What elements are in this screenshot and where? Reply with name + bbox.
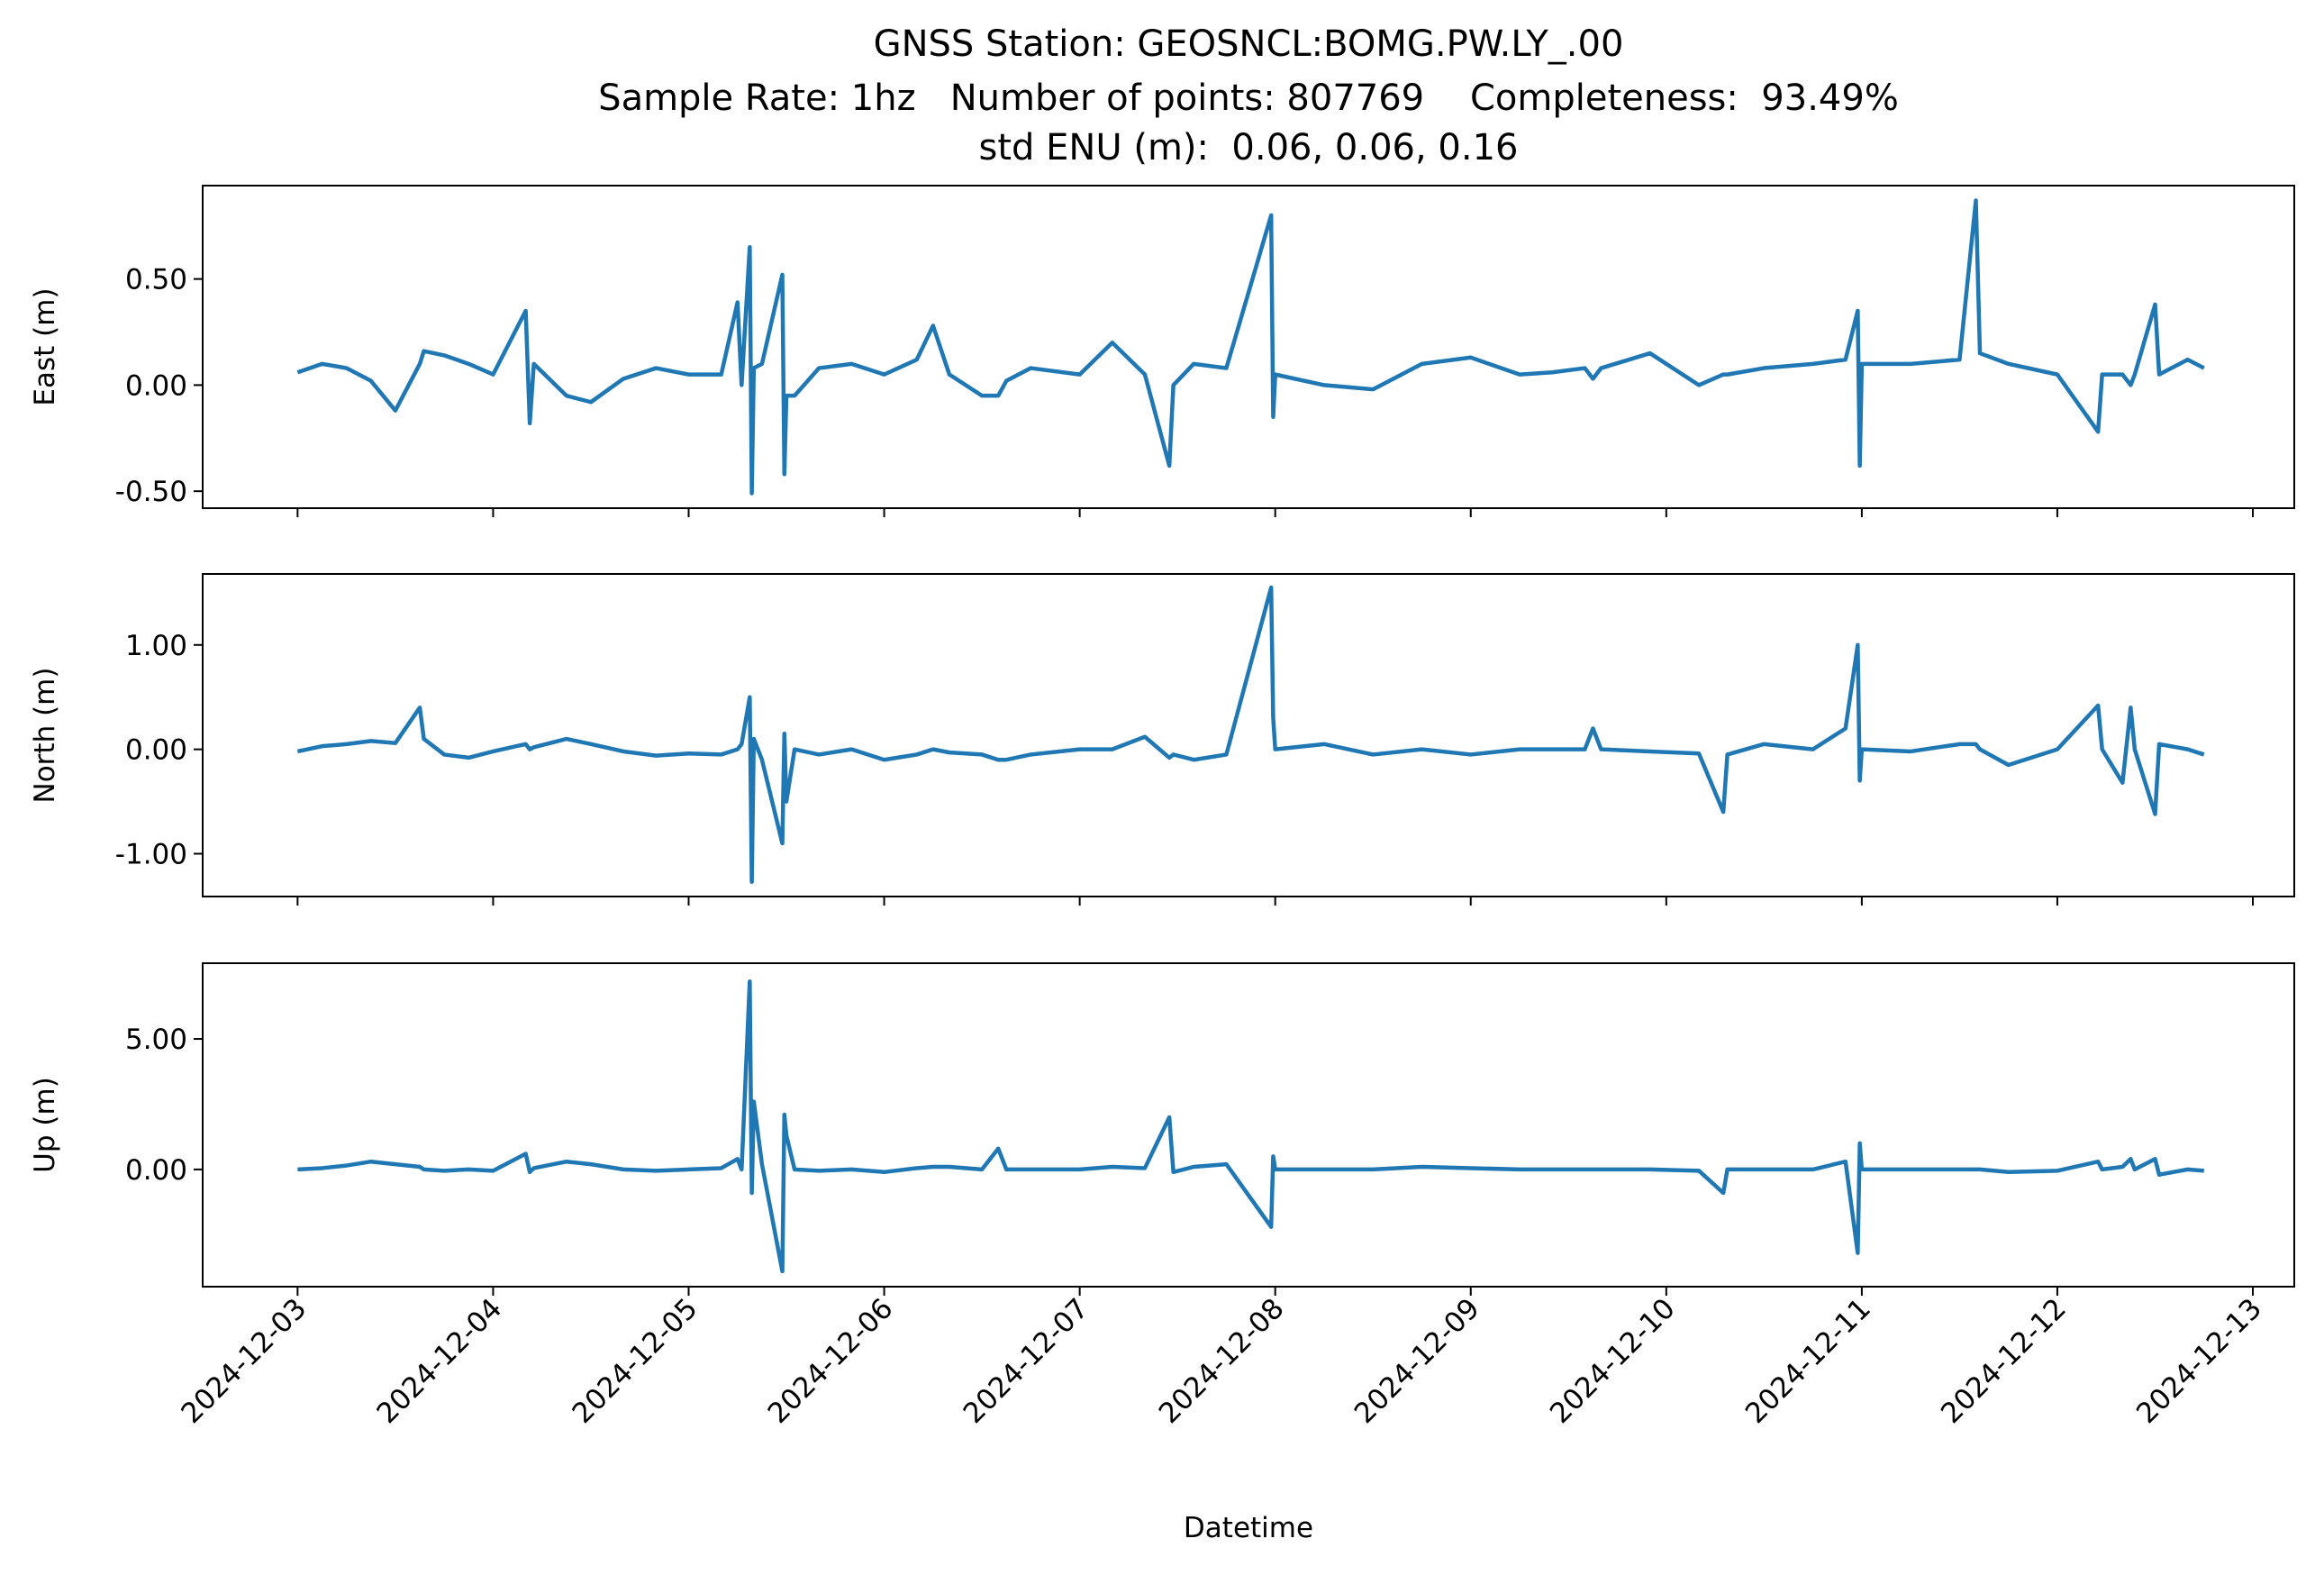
y-tick-label: 0.00: [125, 734, 187, 767]
y-tick-label: 5.00: [125, 1024, 187, 1056]
y-tick-label: -0.50: [115, 476, 187, 508]
y-tick-label: -1.00: [115, 838, 187, 870]
y-axis-label: East (m): [29, 287, 61, 405]
y-tick-label: 0.00: [125, 369, 187, 402]
title-line: GNSS Station: GEOSNCL:BOMG.PW.LY_.00: [874, 23, 1624, 65]
y-axis-label: Up (m): [29, 1077, 61, 1173]
y-tick-label: 0.50: [125, 264, 187, 296]
y-axis-label: North (m): [29, 668, 61, 804]
title-line: std ENU (m): 0.06, 0.06, 0.16: [979, 127, 1519, 168]
data-line: [296, 198, 2205, 496]
axes-frame: [202, 962, 2295, 1288]
y-tick-label: 0.00: [125, 1154, 187, 1187]
data-line: [297, 979, 2204, 1274]
axes-frame: [202, 185, 2295, 509]
title-line: Sample Rate: 1hz Number of points: 80776…: [598, 77, 1899, 119]
axes-frame: [202, 573, 2295, 897]
y-tick-label: 1.00: [125, 630, 187, 662]
x-axis-label: Datetime: [1184, 1512, 1313, 1544]
data-line: [296, 585, 2205, 885]
